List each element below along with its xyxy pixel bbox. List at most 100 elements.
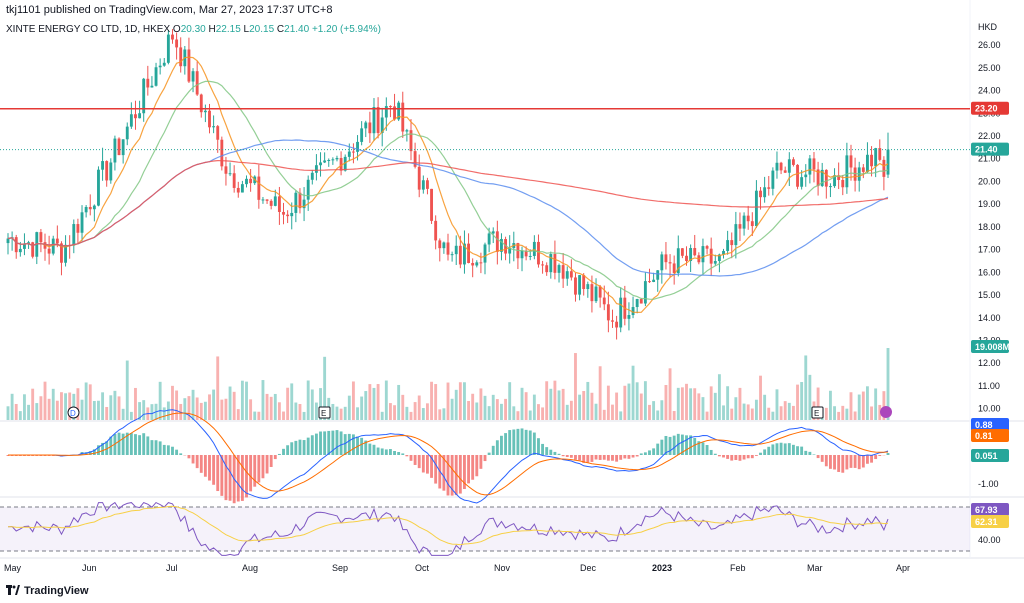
candle xyxy=(23,243,26,249)
macd-histogram-bar xyxy=(434,455,438,484)
candle xyxy=(224,166,228,174)
rsi-tick-label: 40.00 xyxy=(978,535,1001,545)
macd-histogram-bar xyxy=(791,444,795,455)
macd-histogram-bar xyxy=(734,455,738,461)
candle xyxy=(47,248,51,254)
volume-bar xyxy=(228,386,232,420)
volume-bar xyxy=(335,406,339,420)
macd-histogram-bar xyxy=(397,452,401,455)
macd-histogram-bar xyxy=(339,431,343,455)
volume-bar xyxy=(64,393,68,420)
volume-bar xyxy=(290,383,294,420)
candle xyxy=(619,297,623,328)
candle xyxy=(738,224,742,229)
volume-bar xyxy=(590,392,594,420)
macd-histogram-bar xyxy=(323,431,327,455)
candle xyxy=(60,243,63,263)
candle xyxy=(553,254,557,273)
volume-bar xyxy=(537,404,540,420)
macd-histogram-bar xyxy=(302,440,306,455)
macd-histogram-bar xyxy=(368,443,372,455)
candle xyxy=(393,106,396,120)
macd-histogram-bar xyxy=(310,435,314,455)
candle xyxy=(199,94,203,113)
month-label: Nov xyxy=(494,563,511,573)
volume-bar xyxy=(162,407,166,420)
volume-bar xyxy=(55,400,59,420)
candle xyxy=(298,192,302,209)
volume-bar xyxy=(656,410,660,420)
candle xyxy=(545,265,549,273)
candle xyxy=(734,224,738,246)
candle xyxy=(187,49,191,82)
candle xyxy=(434,220,438,241)
candle xyxy=(611,320,614,322)
volume-bar xyxy=(713,392,717,420)
candle xyxy=(154,67,158,86)
volume-bar xyxy=(709,386,713,420)
macd-histogram-bar xyxy=(779,442,783,455)
macd-histogram-bar xyxy=(866,455,869,464)
candle xyxy=(870,154,873,167)
volume-bar xyxy=(450,398,454,420)
candle xyxy=(578,275,582,295)
volume-bar xyxy=(738,387,742,420)
candle xyxy=(796,164,799,187)
candle xyxy=(639,299,643,304)
volume-bar xyxy=(676,387,680,420)
month-label: Oct xyxy=(415,563,430,573)
tradingview-logo[interactable]: TradingView xyxy=(6,585,89,597)
macd-histogram-bar xyxy=(713,453,717,455)
macd-histogram-bar xyxy=(528,430,532,455)
candle xyxy=(31,242,35,257)
macd-histogram-bar xyxy=(125,432,129,455)
candle xyxy=(791,159,795,165)
price-tick-label: 17.00 xyxy=(978,245,1001,255)
candle xyxy=(220,139,224,167)
macd-histogram-bar xyxy=(134,434,137,455)
macd-histogram-bar xyxy=(738,455,742,461)
volume-bar xyxy=(627,383,631,420)
candle xyxy=(590,284,594,302)
candle xyxy=(240,184,244,193)
candle xyxy=(787,159,791,173)
macd-histogram-bar xyxy=(833,455,836,470)
macd-histogram-bar xyxy=(870,455,873,463)
macd-histogram-bar xyxy=(541,443,545,455)
volume-bar xyxy=(302,411,306,420)
candle xyxy=(866,154,869,172)
volume-bar xyxy=(828,390,832,420)
macd-histogram-bar xyxy=(750,455,754,459)
macd-histogram-bar xyxy=(294,440,298,455)
candle xyxy=(471,262,475,266)
volume-bar xyxy=(853,411,857,420)
price-badge-level-text: 23.20 xyxy=(975,104,998,114)
macd-histogram-bar xyxy=(816,455,820,459)
candle xyxy=(356,141,359,152)
macd-histogram-bar xyxy=(92,449,96,455)
volume-bar xyxy=(39,396,43,420)
volume-bar xyxy=(520,387,524,420)
volume-bar xyxy=(635,382,639,420)
macd-histogram-bar xyxy=(594,455,598,460)
volume-bar xyxy=(606,385,610,420)
macd-histogram-bar xyxy=(380,448,384,455)
volume-bar xyxy=(343,406,347,420)
candle xyxy=(722,250,725,255)
volume-bar xyxy=(467,400,470,420)
candle xyxy=(779,162,783,171)
volume-bar xyxy=(491,394,495,420)
candle xyxy=(841,179,845,188)
candle xyxy=(594,286,598,302)
volume-bar xyxy=(51,388,55,420)
macd-histogram-bar xyxy=(754,455,758,456)
volume-bar xyxy=(874,388,878,420)
candle xyxy=(125,126,129,140)
candle xyxy=(615,321,619,328)
candle xyxy=(158,65,162,68)
event-marker-text: E xyxy=(321,409,326,418)
macd-histogram-bar xyxy=(171,446,174,455)
volume-badge-text: 19.008M xyxy=(975,342,1010,352)
volume-bar xyxy=(117,396,121,420)
